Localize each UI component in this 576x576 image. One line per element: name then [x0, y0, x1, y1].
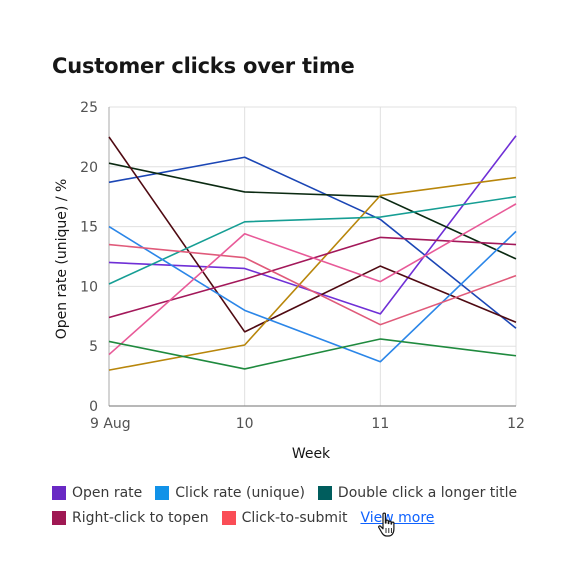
legend-swatch	[155, 485, 170, 500]
x-tick-label: 9 Aug	[90, 416, 131, 432]
legend-label: Click rate (unique)	[175, 484, 305, 501]
legend-swatch	[52, 510, 66, 525]
series-line-5	[108, 176, 517, 371]
legend-swatch	[221, 510, 236, 525]
legend-label: Click-to-submit	[241, 509, 348, 526]
line-chart: 0 5 10 15 20 25 9 Aug 10 11 12 Week Open rate (un…	[54, 100, 525, 462]
x-axis-title: Week	[292, 446, 331, 462]
legend-label: Double click a longer title	[337, 484, 518, 501]
legend-item-double-click[interactable]: Double click a longer title	[317, 484, 518, 501]
y-tick-label: 20	[80, 160, 98, 176]
x-tick-label: 11	[371, 416, 389, 432]
legend: Open rate Click rate (unique) Double cli…	[52, 484, 552, 534]
series-line-3	[108, 162, 517, 260]
series-line-7	[108, 225, 517, 363]
y-tick-label: 5	[89, 339, 98, 355]
series-lines	[108, 135, 517, 371]
legend-row-2: Right-click to topen Click-to-submit Vie…	[52, 509, 552, 526]
y-tick-label: 25	[80, 100, 98, 116]
legend-item-open-rate[interactable]: Open rate	[52, 485, 142, 501]
y-tick-label: 10	[80, 279, 98, 295]
legend-label: Open rate	[72, 484, 143, 501]
series-line-9	[108, 243, 517, 326]
legend-label: Right-click to topen	[72, 509, 209, 526]
series-line-6	[108, 195, 517, 285]
legend-item-right-click[interactable]: Right-click to topen	[52, 510, 209, 526]
y-axis-title: Open rate (unique) / %	[54, 179, 70, 340]
series-line-8	[108, 236, 517, 319]
axes: 0 5 10 15 20 25 9 Aug 10 11 12	[80, 100, 525, 432]
legend-swatch	[52, 485, 66, 500]
series-line-10	[108, 203, 517, 356]
legend-swatch	[317, 485, 332, 500]
series-line-11	[108, 338, 517, 370]
series-line-4	[108, 136, 517, 333]
x-tick-label: 10	[236, 416, 254, 432]
y-tick-label: 15	[80, 220, 98, 236]
x-tick-label: 12	[507, 416, 525, 432]
chart-title: Customer clicks over time	[52, 54, 355, 78]
legend-item-click-rate[interactable]: Click rate (unique)	[155, 485, 305, 501]
y-tick-label: 0	[89, 399, 98, 415]
view-more-link[interactable]: View more	[360, 509, 435, 526]
series-line-1	[108, 156, 517, 329]
legend-item-click-to-submit[interactable]: Click-to-submit	[221, 509, 348, 526]
hand-pointer-icon	[378, 512, 395, 537]
legend-row-1: Open rate Click rate (unique) Double cli…	[52, 484, 552, 501]
grid-lines	[109, 106, 517, 406]
